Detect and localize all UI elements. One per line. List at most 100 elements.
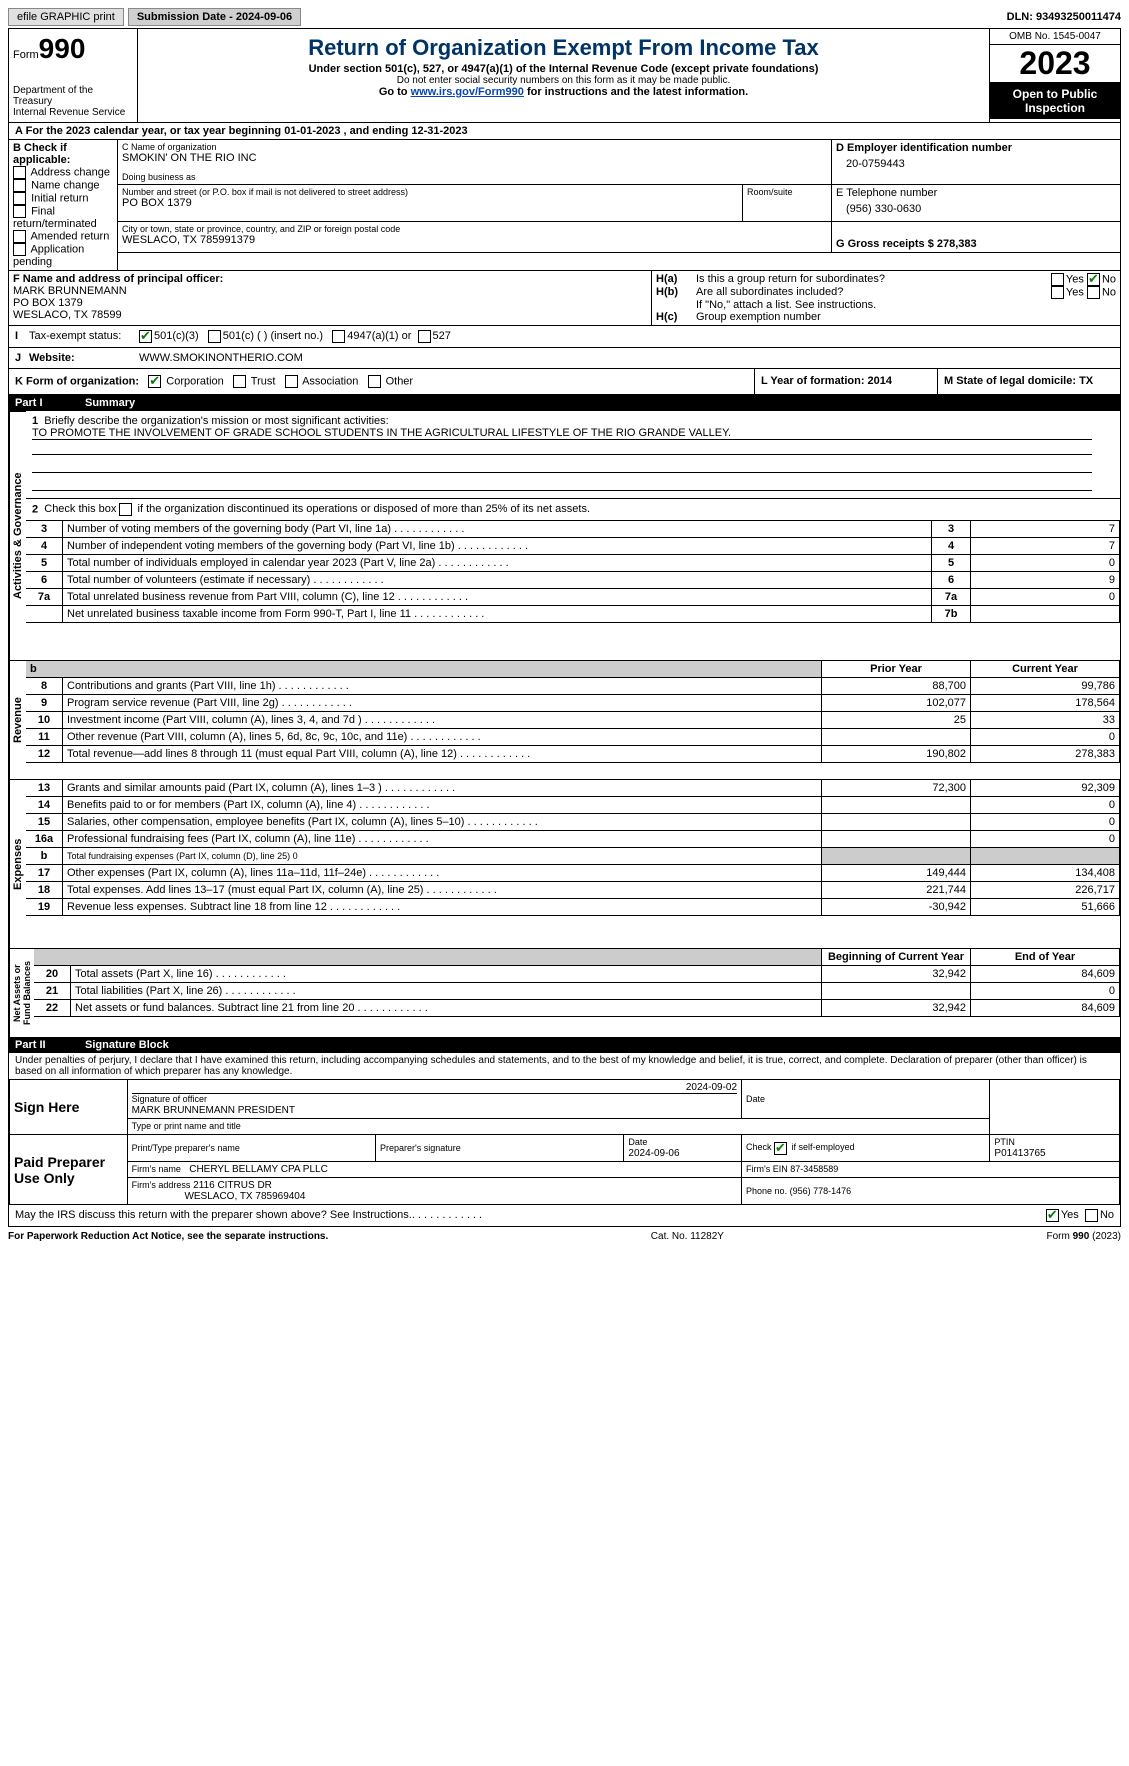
form-header: Form990 Department of the Treasury Inter…: [9, 29, 1120, 123]
org-city: WESLACO, TX 785991379: [122, 234, 827, 246]
discuss-question: May the IRS discuss this return with the…: [15, 1209, 412, 1222]
ha-label: H(a): [656, 273, 696, 286]
website-label: Website:: [29, 352, 139, 364]
subtitle-2: Do not enter social security numbers on …: [142, 75, 985, 86]
ptin-value: P01413765: [994, 1148, 1045, 1159]
dba-label: Doing business as: [122, 172, 827, 182]
officer-signature: MARK BRUNNEMANN PRESIDENT: [132, 1105, 295, 1116]
hb-question: Are all subordinates included?: [696, 286, 1051, 299]
declaration-text: Under penalties of perjury, I declare th…: [9, 1053, 1120, 1079]
hb-note: If "No," attach a list. See instructions…: [656, 299, 1116, 311]
b-checkbox[interactable]: [13, 243, 26, 256]
b-checkbox[interactable]: [13, 166, 26, 179]
firm-ein: Firm's EIN 87-3458589: [746, 1164, 838, 1174]
goto-prefix: Go to: [379, 86, 411, 98]
org-name: SMOKIN' ON THE RIO INC: [122, 152, 827, 164]
form-outer: Form990 Department of the Treasury Inter…: [8, 28, 1121, 1227]
hc-label: H(c): [656, 311, 696, 323]
officer-name: MARK BRUNNEMANN: [13, 285, 647, 297]
501c3-checkbox[interactable]: [139, 330, 152, 343]
discuss-no-checkbox[interactable]: [1085, 1209, 1098, 1222]
527-checkbox[interactable]: [418, 330, 431, 343]
form-number: 990: [39, 33, 86, 64]
section-a: A For the 2023 calendar year, or tax yea…: [15, 125, 468, 137]
ein-value: 20-0759443: [836, 154, 1116, 174]
part2-header: Part IISignature Block: [9, 1037, 1120, 1053]
b-checkbox[interactable]: [13, 230, 26, 243]
vtab-revenue: Revenue: [9, 660, 26, 779]
dln: DLN: 93493250011474: [1007, 11, 1121, 23]
other-checkbox[interactable]: [368, 375, 381, 388]
firm-addr2: WESLACO, TX 785969404: [184, 1191, 305, 1202]
page-footer: For Paperwork Reduction Act Notice, see …: [8, 1227, 1121, 1242]
officer-addr1: PO BOX 1379: [13, 297, 647, 309]
irs-link[interactable]: www.irs.gov/Form990: [411, 86, 524, 98]
g-gross-receipts: G Gross receipts $ 278,383: [836, 238, 1116, 250]
self-employed-checkbox[interactable]: [774, 1142, 787, 1155]
corp-checkbox[interactable]: [148, 375, 161, 388]
hb-label: H(b): [656, 286, 696, 299]
dept-treasury: Department of the Treasury: [13, 85, 133, 107]
501c-checkbox[interactable]: [208, 330, 221, 343]
goto-suffix: for instructions and the latest informat…: [524, 86, 748, 98]
vtab-netassets: Net Assets or Fund Balances: [9, 948, 34, 1037]
f-officer-label: F Name and address of principal officer:: [13, 273, 647, 285]
line2-text: Check this box if the organization disco…: [44, 503, 590, 515]
submission-date: Submission Date - 2024-09-06: [128, 8, 301, 26]
form-label: Form: [13, 49, 39, 61]
mission-text: TO PROMOTE THE INVOLVEMENT OF GRADE SCHO…: [32, 427, 1092, 440]
subtitle-1: Under section 501(c), 527, or 4947(a)(1)…: [142, 63, 985, 75]
omb-number: OMB No. 1545-0047: [990, 29, 1120, 45]
paid-preparer-label: Paid Preparer Use Only: [10, 1135, 128, 1205]
preparer-date: 2024-09-06: [628, 1148, 679, 1159]
section-b-header: B Check if applicable:: [13, 142, 113, 166]
firm-phone: Phone no. (956) 778-1476: [746, 1186, 851, 1196]
firm-name: CHERYL BELLAMY CPA PLLC: [189, 1164, 328, 1175]
l-year-formation: L Year of formation: 2014: [755, 369, 938, 394]
vtab-expenses: Expenses: [9, 779, 26, 948]
officer-addr2: WESLACO, TX 78599: [13, 309, 647, 321]
e-phone-label: E Telephone number: [836, 187, 1116, 199]
m-state-domicile: M State of legal domicile: TX: [938, 369, 1120, 394]
trust-checkbox[interactable]: [233, 375, 246, 388]
org-address: PO BOX 1379: [122, 197, 738, 209]
footer-left: For Paperwork Reduction Act Notice, see …: [8, 1231, 328, 1242]
ha-yes-checkbox[interactable]: [1051, 273, 1064, 286]
city-label: City or town, state or province, country…: [122, 224, 827, 234]
line2-checkbox[interactable]: [119, 503, 132, 516]
phone-value: (956) 330-0630: [836, 199, 1116, 219]
b-checkbox[interactable]: [13, 192, 26, 205]
4947-checkbox[interactable]: [332, 330, 345, 343]
signature-table: Sign Here 2024-09-02Signature of officer…: [9, 1079, 1120, 1205]
d-ein-label: D Employer identification number: [836, 142, 1116, 154]
b-checkbox[interactable]: [13, 179, 26, 192]
ha-question: Is this a group return for subordinates?: [696, 273, 1051, 286]
sig-date: 2024-09-02: [132, 1082, 737, 1094]
k-label: K Form of organization:: [15, 375, 139, 387]
hc-question: Group exemption number: [696, 311, 821, 323]
assoc-checkbox[interactable]: [285, 375, 298, 388]
ha-no-checkbox[interactable]: [1087, 273, 1100, 286]
self-employed-label: Check if self-employed: [746, 1142, 855, 1152]
efile-button[interactable]: efile GRAPHIC print: [8, 8, 124, 26]
tax-year: 2023: [990, 45, 1120, 83]
part1-header: Part ISummary: [9, 395, 1120, 411]
website-value: WWW.SMOKINONTHERIO.COM: [139, 352, 303, 364]
hb-no-checkbox[interactable]: [1087, 286, 1100, 299]
top-toolbar: efile GRAPHIC print Submission Date - 20…: [8, 8, 1121, 26]
discuss-yes-checkbox[interactable]: [1046, 1209, 1059, 1222]
section-fh: F Name and address of principal officer:…: [9, 271, 1120, 326]
firm-addr: 2116 CITRUS DR: [193, 1180, 272, 1191]
tax-exempt-label: Tax-exempt status:: [29, 330, 139, 343]
j-label: J: [15, 352, 29, 364]
line1-label: Briefly describe the organization's miss…: [44, 415, 388, 427]
b-checkbox[interactable]: [13, 205, 26, 218]
irs-label: Internal Revenue Service: [13, 107, 133, 118]
footer-center: Cat. No. 11282Y: [651, 1231, 724, 1242]
hb-yes-checkbox[interactable]: [1051, 286, 1064, 299]
vtab-governance: Activities & Governance: [9, 411, 26, 660]
inspection-box: Open to Public Inspection: [990, 83, 1120, 119]
form-title: Return of Organization Exempt From Incom…: [142, 35, 985, 61]
room-label: Room/suite: [747, 187, 827, 197]
i-label: I: [15, 330, 29, 343]
